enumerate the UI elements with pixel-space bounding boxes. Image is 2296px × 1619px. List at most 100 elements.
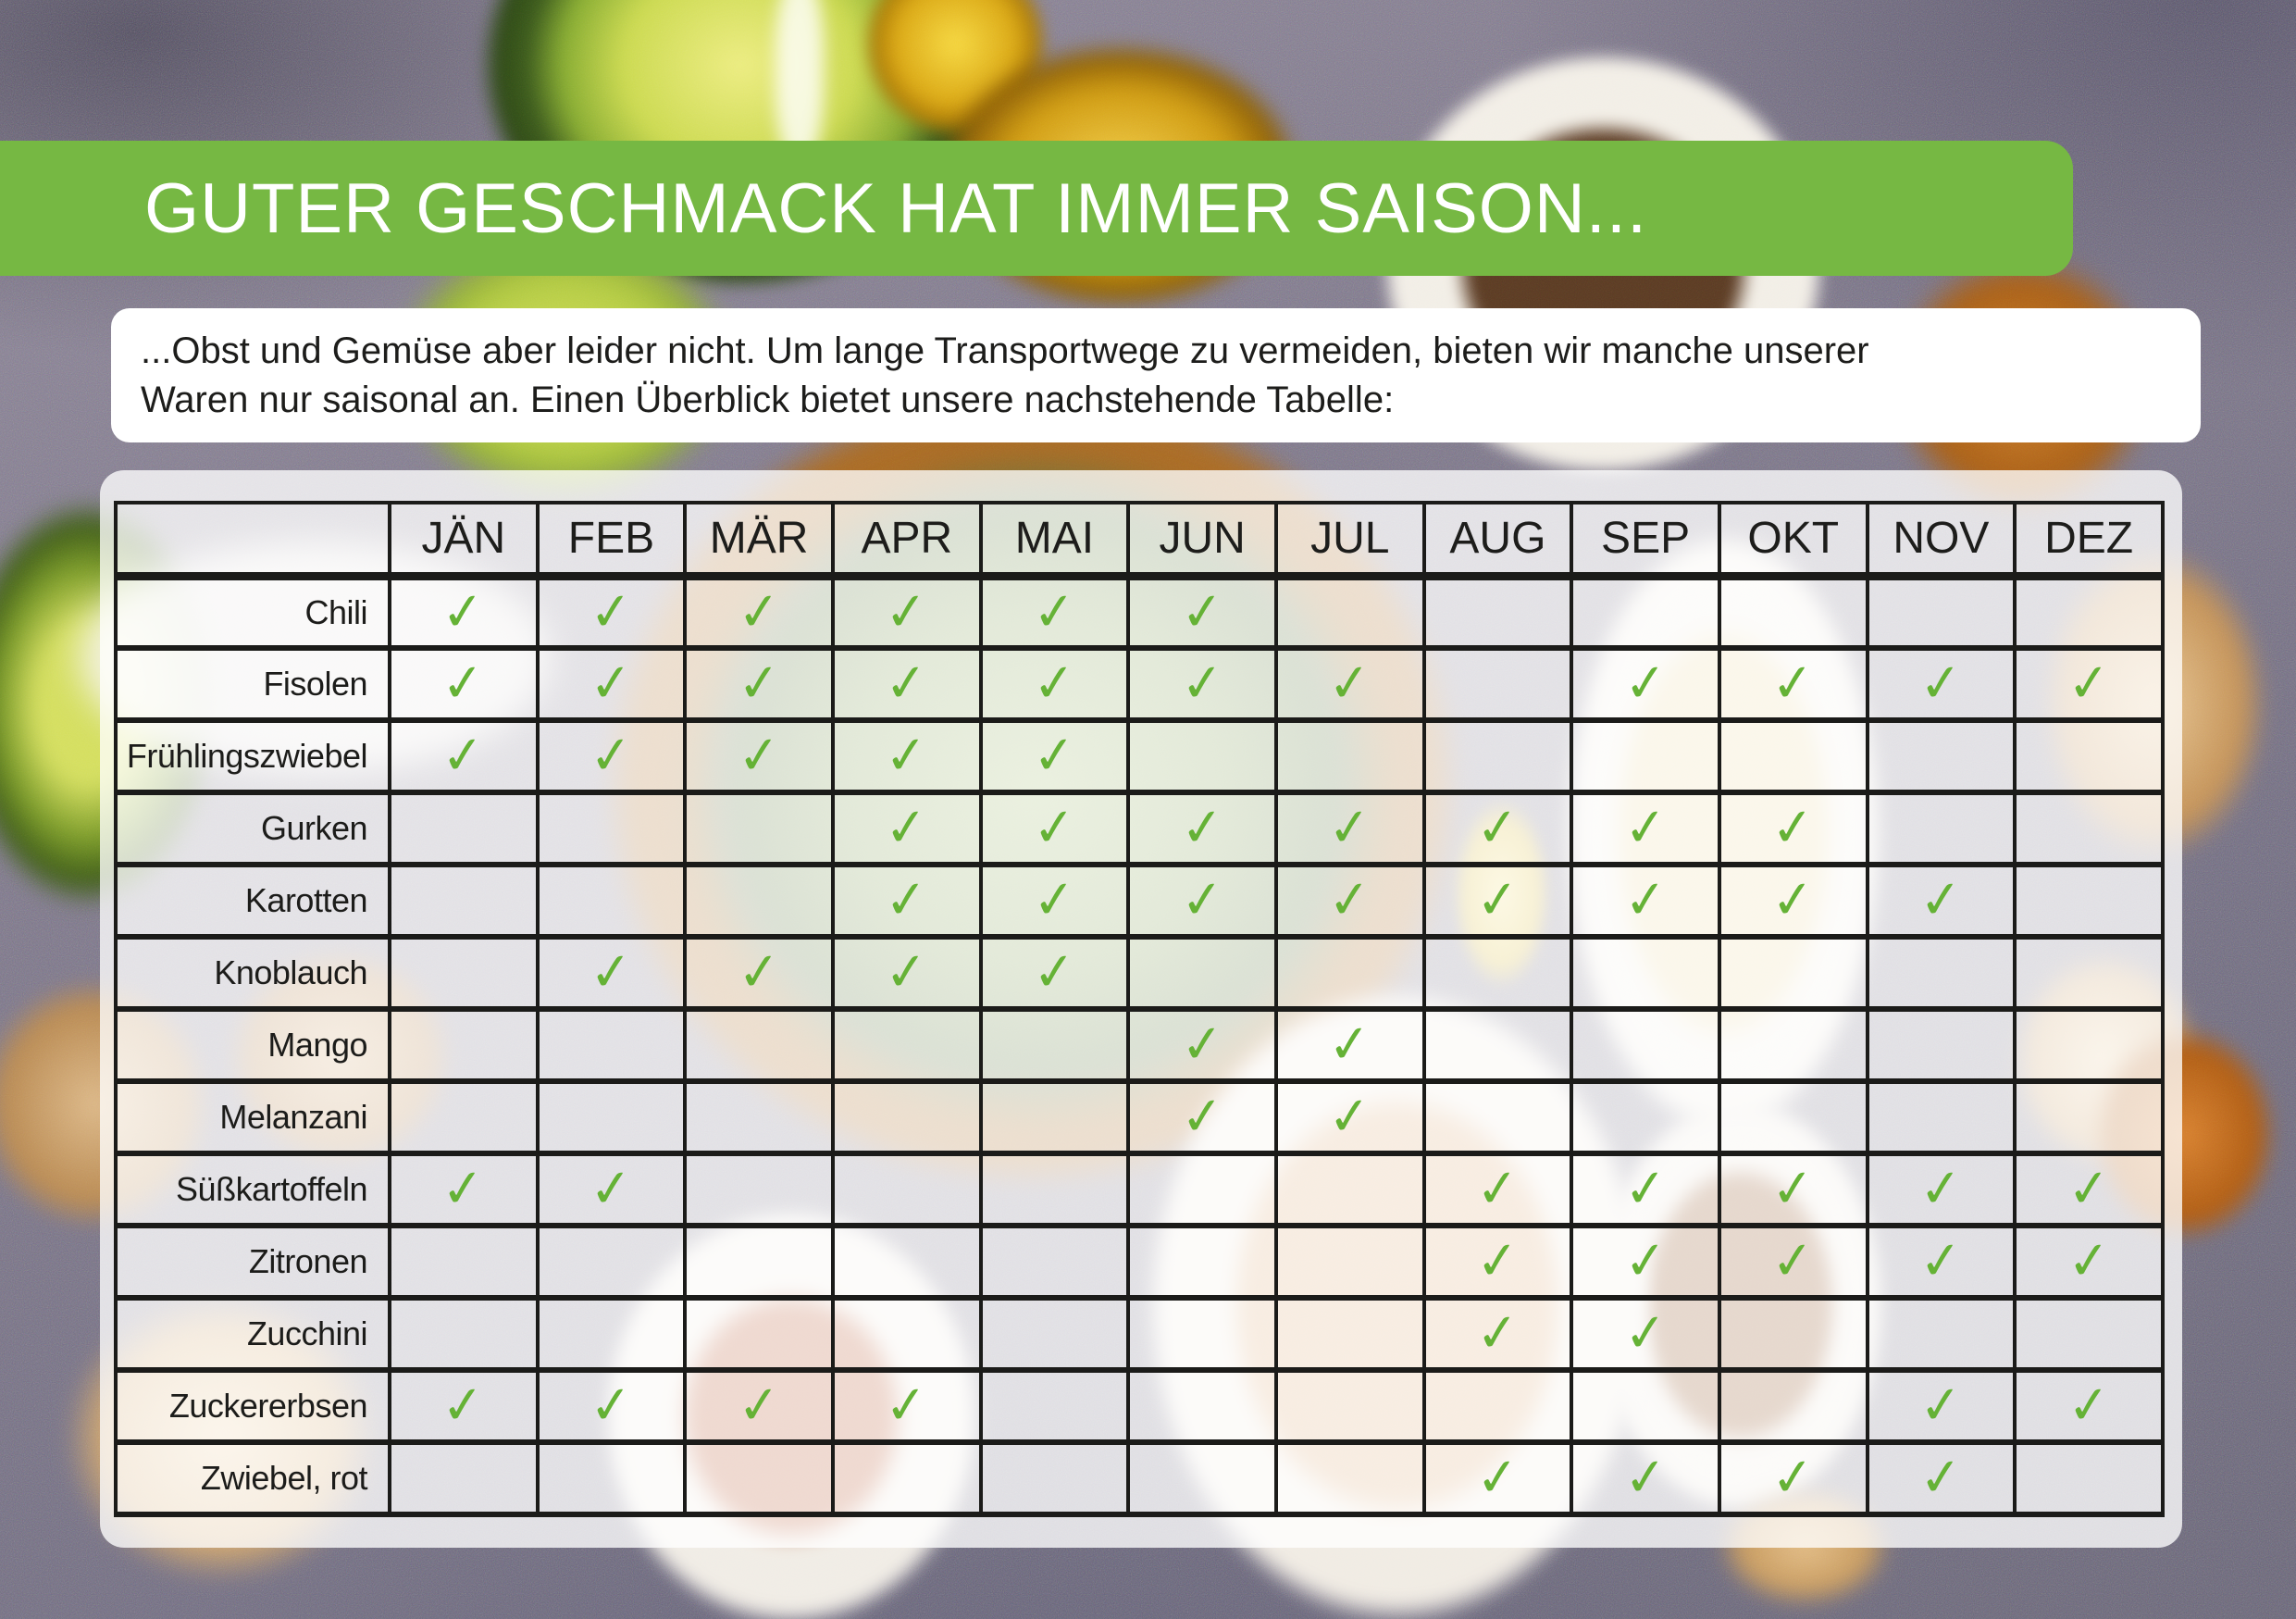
month-header: APR [830,501,983,580]
check-icon: ✓ [1620,1229,1670,1293]
check-icon: ✓ [1917,1374,1966,1438]
table-row: Melanzani ✓ ✓ [114,1079,2165,1156]
availability-cell [2013,1440,2165,1517]
availability-cell [1865,1007,2017,1084]
availability-cell: ✓ [1421,1152,1574,1228]
check-icon: ✓ [1177,652,1227,716]
availability-cell [683,1152,835,1228]
check-icon: ✓ [734,724,784,788]
availability-cell [388,1440,540,1517]
availability-cell [2013,1007,2165,1084]
availability-cell [830,1079,983,1156]
availability-cell [1717,1296,1869,1373]
availability-cell [1570,1368,1721,1445]
check-icon: ✓ [1030,796,1079,860]
availability-cell: ✓ [2013,1368,2165,1445]
row-label: Mango [114,1007,391,1084]
availability-cell [1570,574,1721,651]
availability-cell [388,1224,540,1301]
check-icon: ✓ [1620,1446,1670,1510]
availability-cell [1865,791,2017,867]
check-icon: ✓ [1177,579,1227,644]
availability-cell [388,791,540,867]
availability-cell: ✓ [535,935,688,1012]
row-label: Chili [114,574,391,651]
availability-cell: ✓ [978,935,1131,1012]
availability-cell [1421,1368,1574,1445]
availability-cell [1126,1296,1278,1373]
check-icon: ✓ [439,1374,488,1438]
availability-cell: ✓ [830,646,983,723]
month-header: OKT [1717,501,1869,580]
check-icon: ✓ [1030,940,1079,1004]
check-icon: ✓ [882,1374,931,1438]
availability-cell: ✓ [1570,1152,1721,1228]
availability-cell [1570,718,1721,795]
availability-cell [2013,1296,2165,1373]
availability-cell [1421,646,1574,723]
check-icon: ✓ [1769,796,1818,860]
availability-cell: ✓ [978,863,1131,940]
check-icon: ✓ [1769,652,1818,716]
availability-cell [830,1152,983,1228]
availability-cell: ✓ [683,1368,835,1445]
availability-cell [1717,574,1869,651]
availability-cell: ✓ [1717,1224,1869,1301]
availability-cell: ✓ [1570,1224,1721,1301]
check-icon: ✓ [1030,652,1079,716]
check-icon: ✓ [587,1374,636,1438]
month-header: DEZ [2013,501,2165,580]
availability-cell [683,791,835,867]
check-icon: ✓ [1620,1157,1670,1221]
month-header: NOV [1865,501,2017,580]
month-header-row: JÄN FEB MÄR APR MAI JUN JUL AUG SEP OKT NOV DEZ [114,501,2165,580]
availability-cell [1273,1296,1426,1373]
availability-cell [535,1224,688,1301]
availability-cell: ✓ [830,1368,983,1445]
availability-cell: ✓ [1570,646,1721,723]
month-header: SEP [1570,501,1721,580]
availability-cell [978,1440,1131,1517]
row-label: Zucchini [114,1296,391,1373]
availability-cell [683,863,835,940]
availability-cell: ✓ [535,646,688,723]
availability-cell [1717,1368,1869,1445]
product-column-header [114,501,391,580]
check-icon: ✓ [1917,1446,1966,1510]
availability-cell [2013,863,2165,940]
availability-cell [1421,935,1574,1012]
availability-cell: ✓ [388,718,540,795]
availability-cell: ✓ [1717,1440,1869,1517]
check-icon: ✓ [1325,652,1374,716]
check-icon: ✓ [2064,652,2114,716]
row-label: Fisolen [114,646,391,723]
availability-cell [1570,1079,1721,1156]
availability-cell [388,1079,540,1156]
availability-cell [1865,1296,2017,1373]
availability-cell [1570,1007,1721,1084]
season-table: JÄN FEB MÄR APR MAI JUN JUL AUG SEP OKT NOV DEZ Chi… [114,501,2165,1517]
availability-cell: ✓ [1570,1440,1721,1517]
row-label: Zwiebel, rot [114,1440,391,1517]
availability-cell [1717,718,1869,795]
check-icon: ✓ [882,724,931,788]
availability-cell [978,1296,1131,1373]
availability-cell [830,1007,983,1084]
availability-cell [2013,718,2165,795]
availability-cell [1273,1224,1426,1301]
availability-cell: ✓ [830,574,983,651]
table-row: Frühlingszwiebel ✓ ✓ ✓ ✓ ✓ [114,718,2165,795]
check-icon: ✓ [734,940,784,1004]
availability-cell: ✓ [1273,791,1426,867]
availability-cell: ✓ [2013,1152,2165,1228]
availability-cell [388,935,540,1012]
check-icon: ✓ [1030,724,1079,788]
availability-cell: ✓ [535,1368,688,1445]
availability-cell [1273,574,1426,651]
table-row: Chili ✓ ✓ ✓ ✓ ✓ ✓ [114,574,2165,651]
row-label: Zuckererbsen [114,1368,391,1445]
availability-cell: ✓ [388,1152,540,1228]
availability-cell [1273,1440,1426,1517]
availability-cell [830,1224,983,1301]
